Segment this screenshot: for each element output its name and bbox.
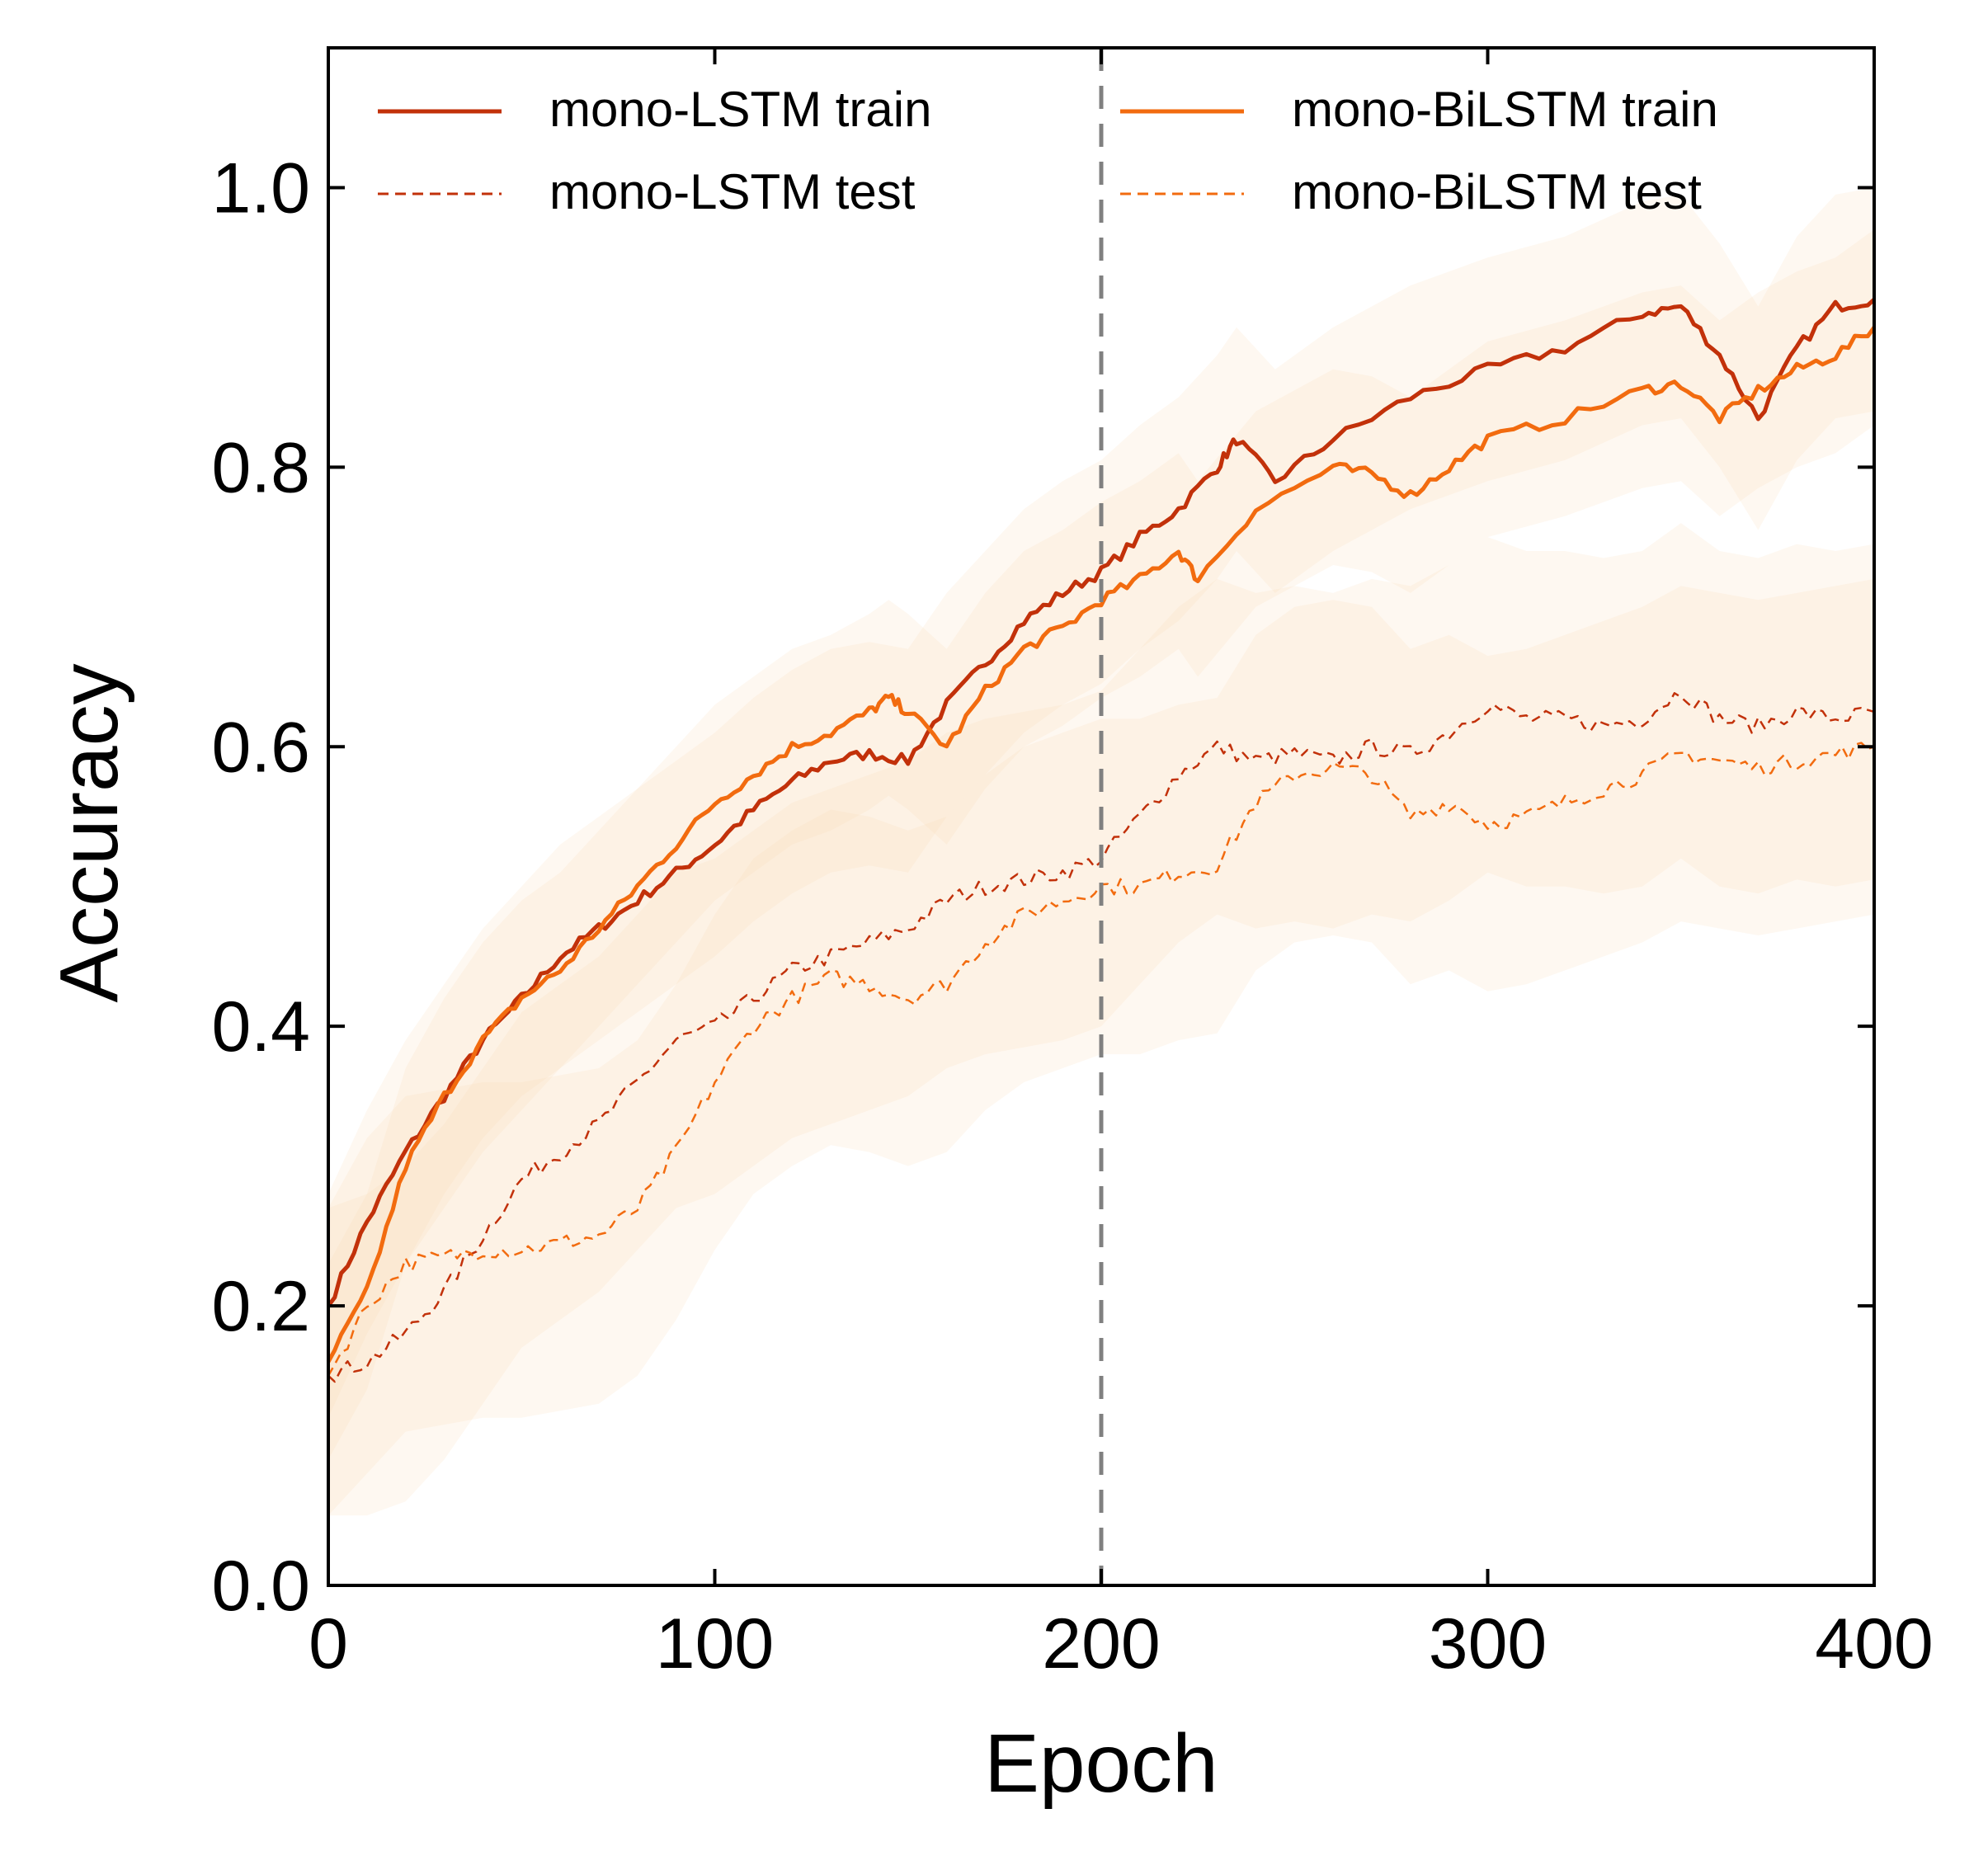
- band-1: [328, 187, 1874, 1418]
- legend-label: mono-LSTM test: [549, 164, 916, 219]
- legend-label: mono-BiLSTM test: [1292, 164, 1702, 219]
- band-3: [328, 229, 1874, 1460]
- legend: mono-LSTM train mono-LSTM test mono-BiLSTM…: [378, 82, 1718, 219]
- x-axis-title: Epoch: [984, 1717, 1218, 1810]
- x-tick-label: 300: [1429, 1604, 1548, 1684]
- y-tick-label: 0.8: [211, 428, 310, 507]
- y-tick-label: 0.0: [211, 1547, 310, 1626]
- x-tick-label: 200: [1042, 1604, 1161, 1684]
- legend-label: mono-LSTM train: [549, 82, 931, 137]
- y-axis-title: Accuracy: [43, 663, 135, 1002]
- y-tick-label: 0.2: [211, 1267, 310, 1346]
- x-tick-label: 0: [309, 1604, 348, 1684]
- y-tick-label: 1.0: [211, 148, 310, 228]
- x-tick-label: 100: [656, 1604, 775, 1684]
- legend-label: mono-BiLSTM train: [1292, 82, 1718, 137]
- y-tick-label: 0.4: [211, 987, 310, 1067]
- series-line-1: [327, 298, 1876, 1307]
- series-line-3: [326, 326, 1877, 1364]
- x-tick-label: 400: [1815, 1604, 1934, 1684]
- axes: 0 100 200 300 400 0.0 0.2 0.4 0.6 0.8 1.0: [211, 46, 1934, 1684]
- y-tick-label: 0.6: [211, 708, 310, 787]
